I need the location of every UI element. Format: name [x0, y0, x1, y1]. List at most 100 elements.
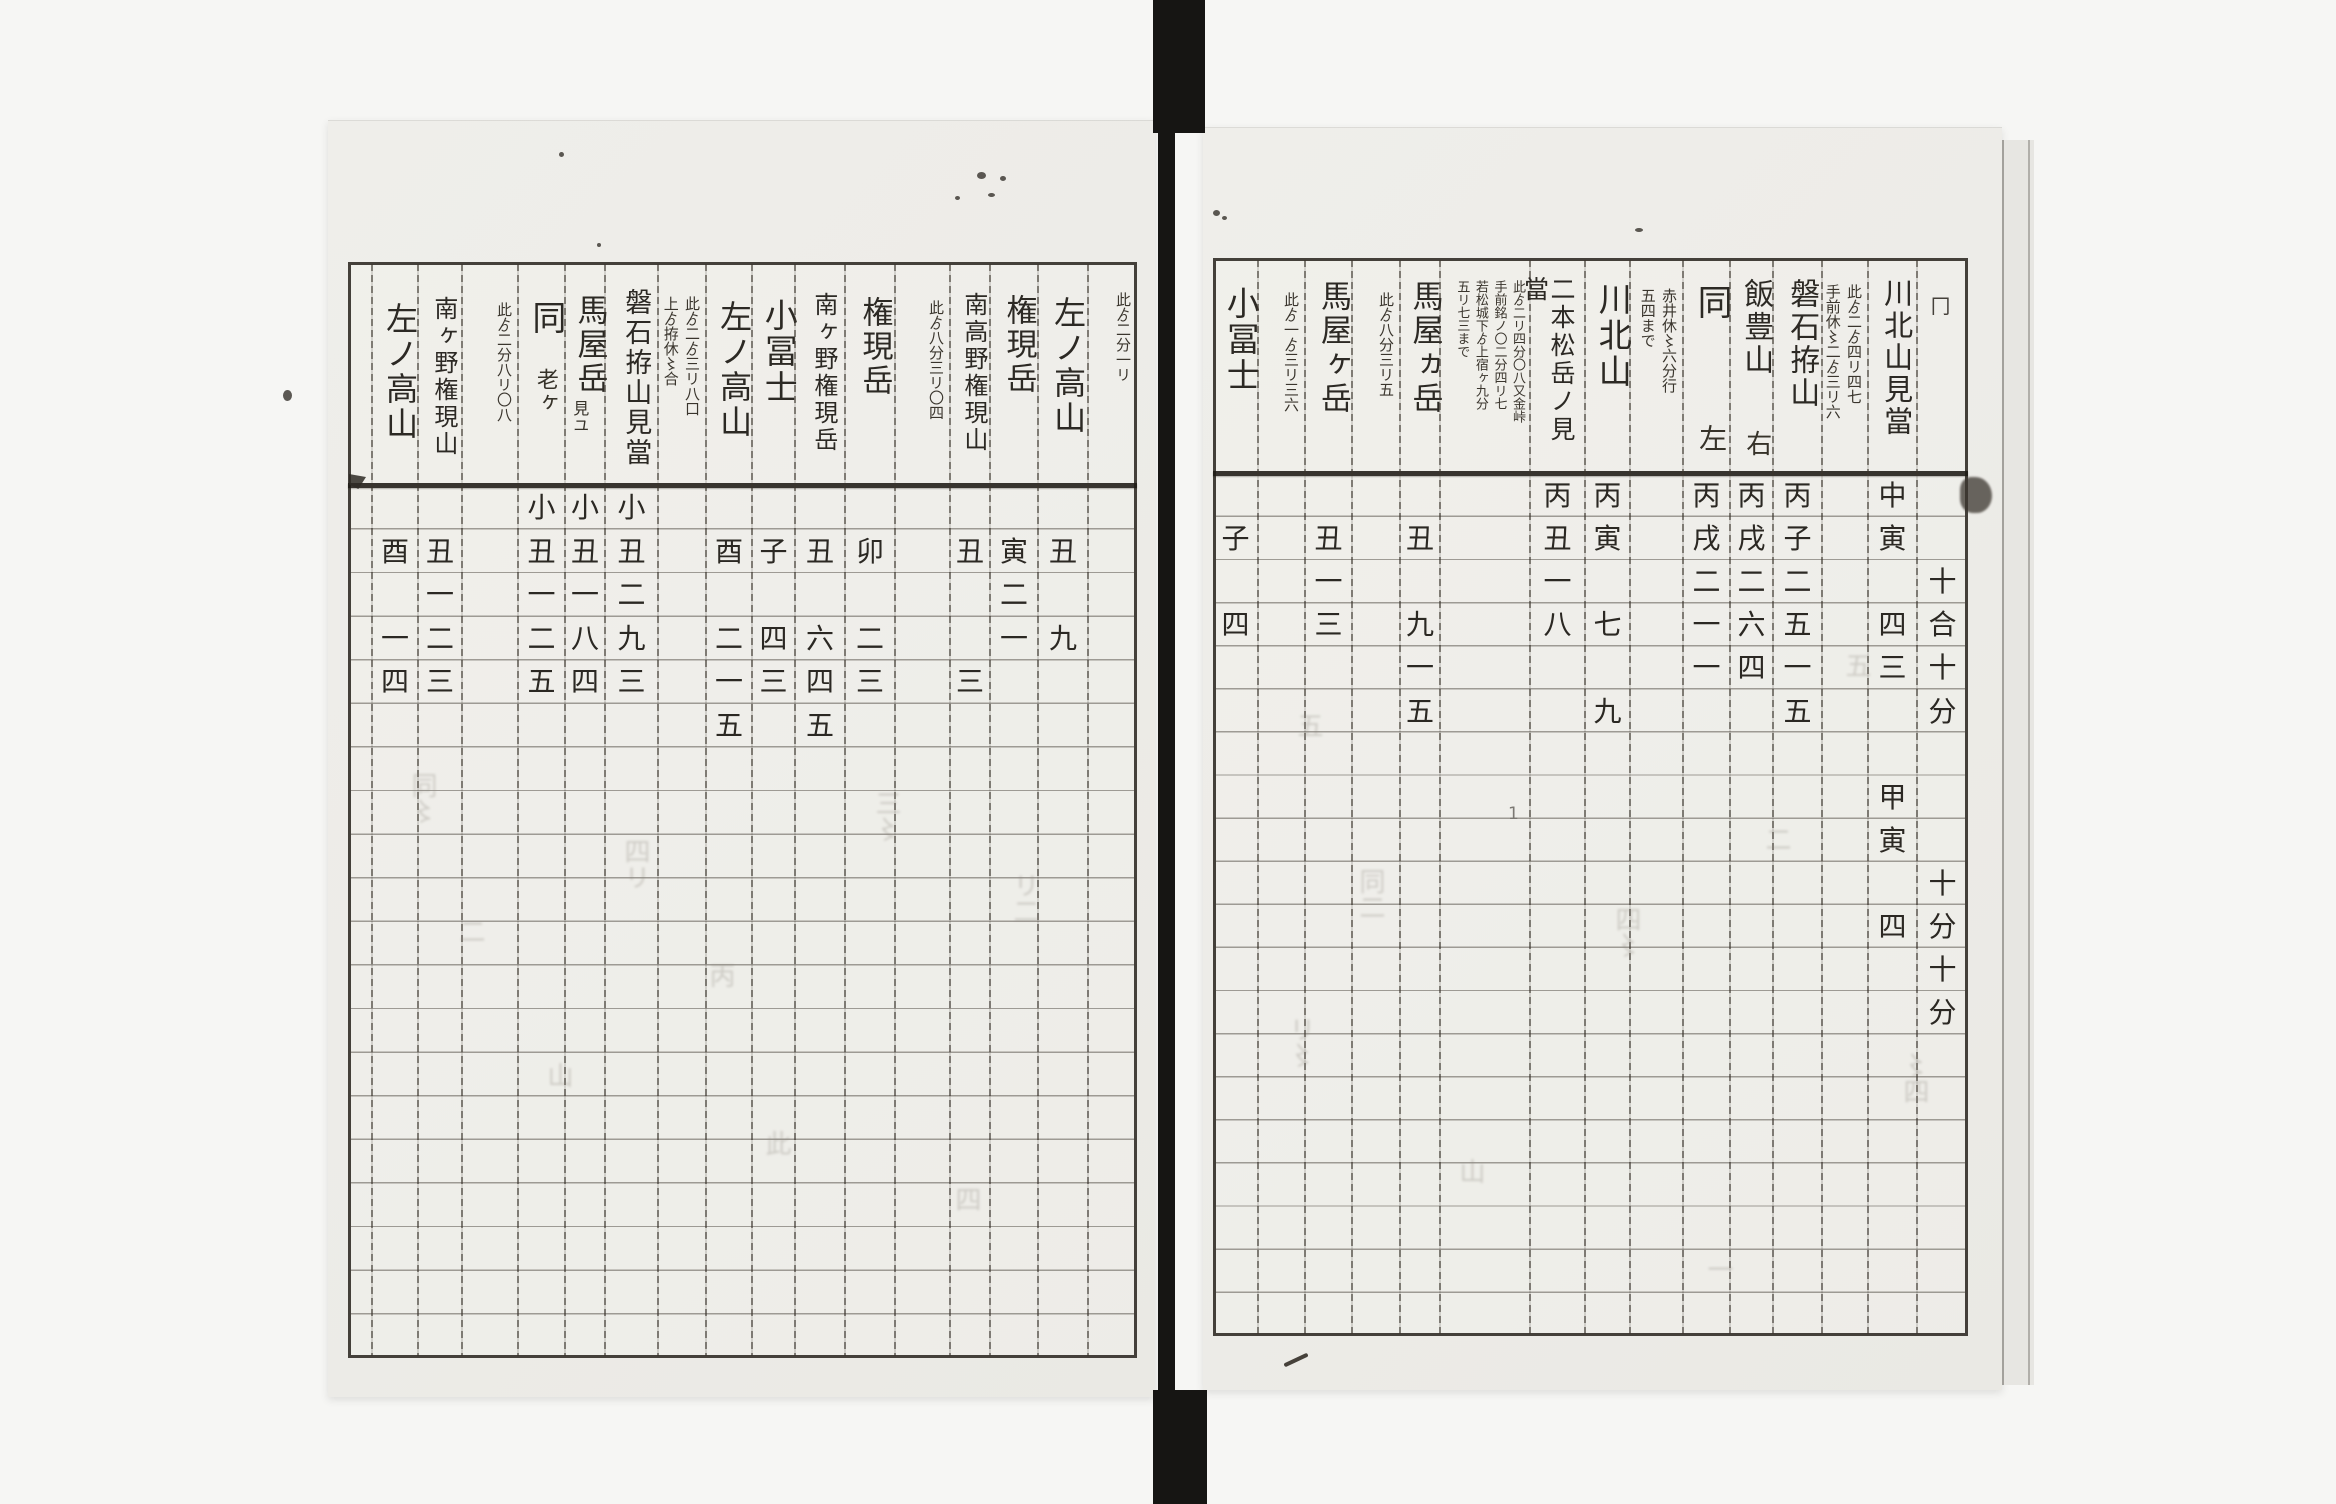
ink-speck	[955, 196, 960, 200]
cell-entry: 一	[1314, 565, 1343, 599]
column-rule	[1821, 260, 1823, 1334]
annotation-line: 赤井休〻六分行	[1660, 288, 1678, 393]
header-separator-left	[348, 483, 1137, 488]
bleedthrough-ghost: 五	[1293, 712, 1323, 738]
column-header-name: 小冨士	[759, 298, 799, 406]
cell-entry: 五	[805, 709, 834, 742]
bleedthrough-ghost: 二	[1761, 826, 1791, 852]
cell-entry: 十	[1928, 651, 1957, 685]
annotation-line: 此ゟ一ゟ三リ三六	[1282, 292, 1300, 412]
cell-entry: 九	[1048, 621, 1077, 655]
cell-entry: 四	[1737, 651, 1766, 685]
bleedthrough-ghost: 一	[1703, 1256, 1733, 1282]
cell-entry: 一	[1692, 651, 1721, 685]
survey-table-left	[348, 262, 1137, 1358]
column-rule	[1867, 260, 1869, 1334]
cell-entry: 二	[999, 578, 1028, 612]
cell-entry: 丙	[1543, 479, 1572, 512]
column-header-name: 川北山	[1593, 282, 1633, 390]
annotation-line: 五リ七三まで	[1454, 280, 1470, 358]
column-header-name: 川北山見當	[1879, 278, 1914, 438]
cell-entry: 九	[1593, 694, 1622, 728]
cell-entry: 四	[1878, 608, 1907, 642]
cell-entry: 五	[1783, 608, 1812, 642]
cell-entry: 四	[380, 665, 409, 699]
bleedthrough-ghost: 山	[543, 1062, 573, 1088]
cell-entry: 六	[805, 621, 834, 655]
column-rule	[1916, 260, 1918, 1334]
cell-entry: 五	[527, 665, 556, 699]
cell-entry: 中	[1878, 479, 1907, 512]
cell-entry: 丙	[1692, 479, 1721, 512]
cell-entry: 丙	[1737, 479, 1766, 512]
cell-entry: 丑	[1405, 522, 1434, 556]
survey-table-right	[1213, 258, 1968, 1336]
bleedthrough-ghost: リ二	[1009, 872, 1039, 924]
annotation-line: 五四まで	[1638, 288, 1657, 348]
bleedthrough-ghost: リ〻	[1285, 1016, 1315, 1068]
annotation-line: 手前休〻二ゟ三リ六	[1823, 284, 1842, 419]
page-paper-left	[328, 120, 1155, 1397]
cell-entry: 十	[1928, 953, 1957, 987]
cell-entry: 一	[1692, 608, 1721, 642]
cell-entry: 寅	[1878, 823, 1907, 857]
cell-entry: 四	[1221, 608, 1250, 642]
annotation-line: 此ゟ二分一リ	[1114, 292, 1132, 382]
cell-entry: 子	[1221, 522, 1250, 556]
cell-entry: 一	[380, 621, 409, 655]
cell-entry: 十	[1928, 565, 1957, 599]
column-header-name: 南ヶ野権現岳	[809, 292, 838, 454]
cell-entry: 九	[1405, 608, 1434, 642]
annotation-line: 此ゟ二ゟ四リ四七	[1845, 284, 1863, 404]
cell-entry: 四	[1878, 910, 1907, 943]
column-rule	[517, 264, 519, 1356]
cell-entry: 一	[425, 578, 454, 612]
cell-entry: 丑	[1048, 534, 1077, 568]
ink-speck	[1635, 228, 1643, 232]
edge-smudge	[1960, 477, 1992, 513]
column-header-subname: 老ヶ	[532, 368, 558, 414]
cell-entry: 三	[759, 665, 788, 699]
column-annotation: 此ゟ八分三リ〇四	[897, 300, 947, 480]
column-annotation: 赤井休〻六分行 五四まで	[1632, 288, 1680, 468]
cell-entry: 甲	[1878, 780, 1907, 814]
cell-entry: 四	[570, 665, 599, 699]
cell-entry: 八	[570, 621, 599, 655]
cell-entry: 一	[570, 578, 599, 612]
ink-speck	[977, 172, 986, 179]
cell-entry: 戌	[1692, 522, 1721, 556]
cell-entry: 四	[759, 621, 788, 655]
annotation-line: 此ゟ八分三リ〇四	[927, 300, 945, 420]
column-rule	[1351, 260, 1353, 1334]
column-header-name: 磐石拵山見當	[620, 288, 652, 468]
cell-entry: 三	[1314, 608, 1343, 642]
cell-entry: 子	[759, 534, 788, 568]
binding-strip-middle	[1158, 130, 1175, 1395]
bleedthrough-ghost: 〻四	[1899, 1052, 1929, 1104]
cell-entry: 二	[425, 621, 454, 655]
cell-entry: 小	[527, 491, 556, 524]
column-rule	[1399, 260, 1401, 1334]
column-annotation: 此ゟ二ゟ三リ八口 上ゟ拵休〻合	[660, 296, 703, 480]
annotation-line: 若松城下ゟ上宿ヶ九分	[1472, 280, 1488, 410]
column-rule	[989, 264, 991, 1356]
cell-entry: 酉	[714, 534, 743, 568]
column-header-name: 権現岳	[1000, 294, 1037, 396]
column-annotation: 此ゟ二リ四分〇八又金峠 手前銘ノ〇二分四リ七 若松城下ゟ上宿ヶ九分 五リ七三まで	[1442, 280, 1527, 468]
cell-entry: 丑	[527, 534, 556, 568]
column-rule	[1729, 260, 1731, 1334]
ink-speck	[559, 152, 564, 157]
cell-entry: 九	[617, 621, 646, 655]
cell-entry: 寅	[999, 534, 1028, 568]
column-header-name: 飯豊山	[1738, 278, 1774, 377]
column-rule	[1257, 260, 1259, 1334]
page-stack-edge	[2002, 140, 2034, 1385]
cell-entry: 丑	[805, 534, 834, 568]
cell-entry: 七	[1593, 608, 1622, 642]
bleedthrough-ghost: 同二	[1355, 868, 1385, 920]
cell-entry: 三	[425, 665, 454, 699]
column-header-name: 同	[1691, 284, 1732, 322]
column-rule	[949, 264, 951, 1356]
cell-entry: 一	[527, 578, 556, 612]
cell-entry: 三	[1878, 651, 1907, 685]
